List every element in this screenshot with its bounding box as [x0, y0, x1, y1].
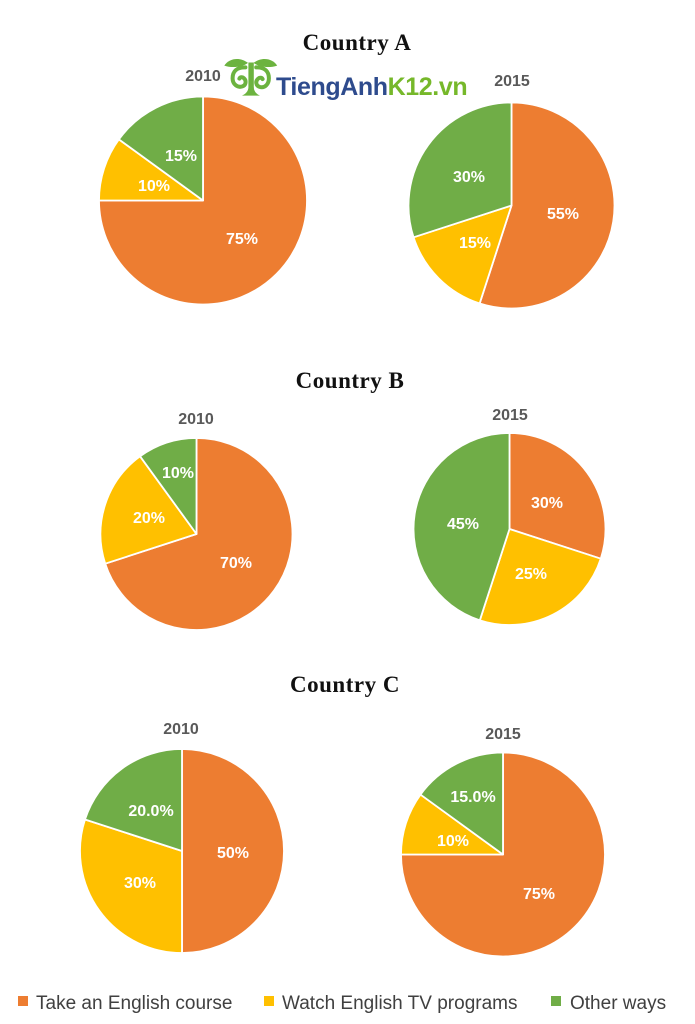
svg-text:2010: 2010 [185, 68, 221, 85]
svg-text:Other ways: Other ways [570, 993, 666, 1014]
svg-text:Country B: Country B [296, 368, 405, 393]
svg-text:20%: 20% [133, 510, 165, 527]
svg-text:2015: 2015 [492, 407, 528, 424]
svg-text:Watch English TV programs: Watch English TV programs [282, 993, 517, 1014]
svg-text:30%: 30% [531, 495, 563, 512]
svg-text:30%: 30% [124, 875, 156, 892]
svg-text:75%: 75% [523, 886, 555, 903]
svg-text:50%: 50% [217, 845, 249, 862]
svg-text:Country C: Country C [290, 672, 400, 697]
svg-text:2010: 2010 [178, 411, 214, 428]
svg-text:10%: 10% [162, 465, 194, 482]
svg-text:10%: 10% [437, 833, 469, 850]
svg-text:10%: 10% [138, 178, 170, 195]
svg-text:25%: 25% [515, 566, 547, 583]
svg-text:2015: 2015 [494, 73, 530, 90]
svg-text:Country A: Country A [303, 30, 412, 55]
svg-text:55%: 55% [547, 206, 579, 223]
svg-text:30%: 30% [453, 169, 485, 186]
svg-text:TiengAnhK12.vn: TiengAnhK12.vn [276, 73, 467, 101]
svg-text:20.0%: 20.0% [128, 803, 173, 820]
svg-text:70%: 70% [220, 555, 252, 572]
svg-text:15%: 15% [165, 148, 197, 165]
svg-text:15.0%: 15.0% [450, 789, 495, 806]
svg-text:45%: 45% [447, 516, 479, 533]
svg-text:75%: 75% [226, 231, 258, 248]
svg-text:Take an English course: Take an English course [36, 993, 232, 1014]
svg-text:2015: 2015 [485, 726, 521, 743]
svg-text:15%: 15% [459, 235, 491, 252]
svg-text:2010: 2010 [163, 721, 199, 738]
